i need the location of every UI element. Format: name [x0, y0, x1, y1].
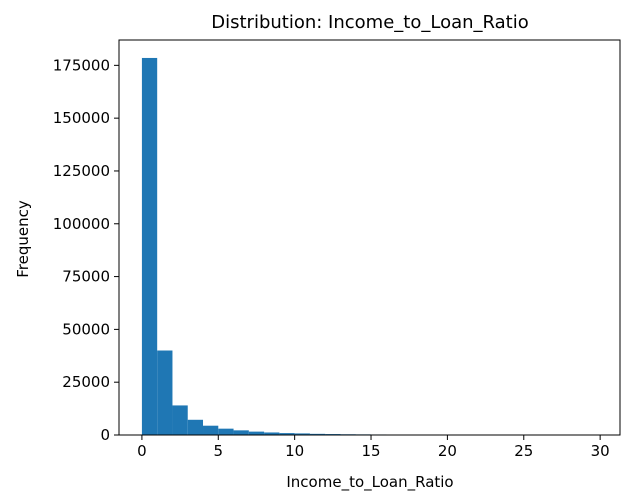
y-tick-label: 175000: [53, 56, 110, 74]
histogram-bar: [203, 425, 219, 435]
histogram-bar: [233, 430, 249, 435]
histogram-bar: [279, 433, 295, 435]
y-tick-label: 50000: [62, 320, 110, 338]
histogram-bar: [248, 431, 265, 435]
x-tick-label: 0: [137, 442, 147, 460]
y-tick-label: 100000: [53, 215, 110, 233]
histogram-bar: [157, 350, 173, 435]
histogram-bar: [218, 428, 234, 435]
y-tick-label: 125000: [53, 162, 110, 180]
x-tick-label: 25: [514, 442, 533, 460]
histogram-bar: [309, 433, 326, 435]
y-tick-label: 75000: [62, 268, 110, 286]
x-tick-label: 10: [285, 442, 304, 460]
y-tick-label: 0: [100, 426, 110, 444]
x-axis-label: Income_to_Loan_Ratio: [286, 473, 453, 492]
chart-title: Distribution: Income_to_Loan_Ratio: [211, 12, 528, 33]
histogram-bar: [187, 419, 204, 435]
x-axis-ticks: 0 5 10 15 20 25 30: [137, 435, 610, 460]
y-tick-label: 25000: [62, 373, 110, 391]
x-tick-label: 15: [361, 442, 380, 460]
bars-group: [141, 57, 601, 436]
x-tick-label: 5: [214, 442, 224, 460]
y-axis-ticks: 0 25000 50000 75000 100000 125000 150000 175000: [53, 56, 119, 444]
x-tick-label: 30: [591, 442, 610, 460]
histogram-bar: [294, 433, 310, 435]
y-axis-label: Frequency: [14, 200, 32, 278]
plot-frame: [118, 39, 621, 436]
x-tick-label: 20: [438, 442, 457, 460]
histogram-bar: [141, 57, 158, 436]
histogram-bar: [172, 405, 188, 435]
y-tick-label: 150000: [53, 109, 110, 127]
histogram-bar: [264, 432, 280, 435]
